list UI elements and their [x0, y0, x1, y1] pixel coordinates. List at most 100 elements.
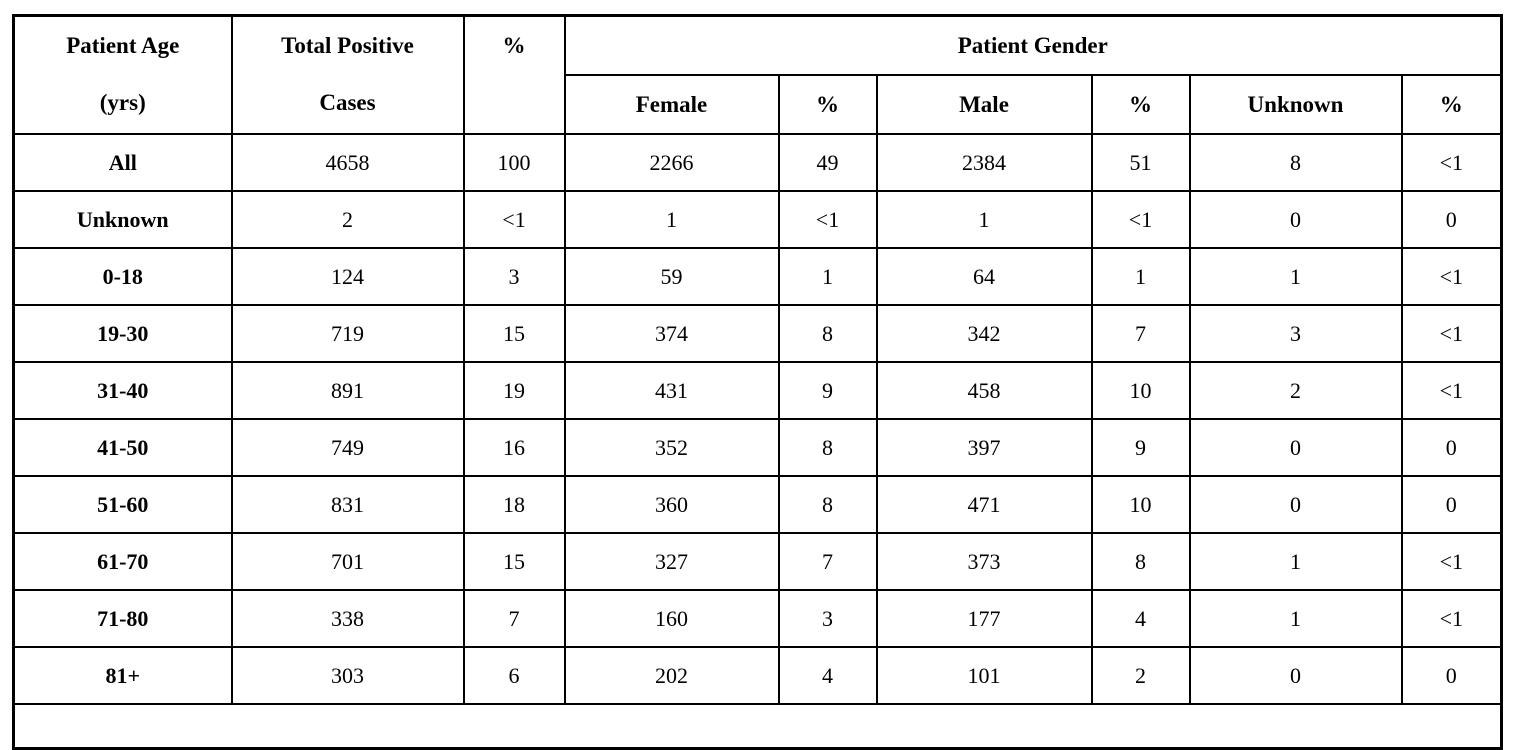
female-cell: 374: [563, 304, 780, 363]
total-cases-cell: 701: [230, 532, 465, 591]
unknown-cell: 0: [1188, 475, 1403, 534]
table-row-71-80: 71-80 338 7 160 3 177 4 1 <1: [12, 589, 1503, 648]
header-patient-gender-group: Patient Gender: [563, 14, 1503, 76]
total-percent-cell: 19: [462, 361, 566, 420]
male-cell: 458: [875, 361, 1093, 420]
total-cases-cell: 719: [230, 304, 465, 363]
unknown-cell: 2: [1188, 361, 1403, 420]
male-percent-cell: 4: [1090, 589, 1191, 648]
male-percent-cell: 8: [1090, 532, 1191, 591]
table-row-0-18: 0-18 124 3 59 1 64 1 1 <1: [12, 247, 1503, 306]
total-percent-cell: 6: [462, 646, 566, 705]
age-cell: 19-30: [12, 304, 233, 363]
female-cell: 2266: [563, 133, 780, 192]
total-cases-cell: 4658: [230, 133, 465, 192]
male-percent-cell: 1: [1090, 247, 1191, 306]
female-percent-cell: 8: [777, 304, 878, 363]
age-cell: 41-50: [12, 418, 233, 477]
header-male: Male: [875, 74, 1093, 135]
male-cell: 2384: [875, 133, 1093, 192]
table-row-51-60: 51-60 831 18 360 8 471 10 0 0: [12, 475, 1503, 534]
unknown-percent-cell: 0: [1400, 646, 1503, 705]
unknown-cell: 1: [1188, 247, 1403, 306]
male-cell: 373: [875, 532, 1093, 591]
header-total-line2: Cases: [319, 89, 376, 115]
total-percent-cell: 15: [462, 304, 566, 363]
female-cell: 1: [563, 190, 780, 249]
header-unknown-percent: %: [1400, 74, 1503, 135]
header-total-line1: Total Positive: [281, 32, 414, 58]
age-cell: 31-40: [12, 361, 233, 420]
male-cell: 1: [875, 190, 1093, 249]
male-cell: 64: [875, 247, 1093, 306]
male-percent-cell: 9: [1090, 418, 1191, 477]
header-patient-age-line2: (yrs): [99, 89, 146, 115]
table-row-unknown: Unknown 2 <1 1 <1 1 <1 0 0: [12, 190, 1503, 249]
table-row-61-70: 61-70 701 15 327 7 373 8 1 <1: [12, 532, 1503, 591]
age-cell: All: [12, 133, 233, 192]
table-row-31-40: 31-40 891 19 431 9 458 10 2 <1: [12, 361, 1503, 420]
age-cell: 81+: [12, 646, 233, 705]
age-cell: Unknown: [12, 190, 233, 249]
age-cell: 0-18: [12, 247, 233, 306]
male-percent-cell: <1: [1090, 190, 1191, 249]
total-cases-cell: 338: [230, 589, 465, 648]
header-unknown: Unknown: [1188, 74, 1403, 135]
table-row-19-30: 19-30 719 15 374 8 342 7 3 <1: [12, 304, 1503, 363]
header-row-2: Female % Male % Unknown %: [14, 74, 1503, 135]
unknown-cell: 1: [1188, 589, 1403, 648]
female-percent-cell: 8: [777, 418, 878, 477]
male-cell: 101: [875, 646, 1093, 705]
table-row-41-50: 41-50 749 16 352 8 397 9 0 0: [12, 418, 1503, 477]
unknown-cell: 1: [1188, 532, 1403, 591]
age-cell: 51-60: [12, 475, 233, 534]
header-total-positive-cases: Total Positive Cases: [230, 14, 465, 135]
unknown-cell: 0: [1188, 190, 1403, 249]
total-percent-cell: 100: [462, 133, 566, 192]
table-row-all: All 4658 100 2266 49 2384 51 8 <1: [12, 133, 1503, 192]
male-percent-cell: 7: [1090, 304, 1191, 363]
male-percent-cell: 10: [1090, 361, 1191, 420]
unknown-percent-cell: 0: [1400, 475, 1503, 534]
female-percent-cell: 1: [777, 247, 878, 306]
unknown-percent-cell: <1: [1400, 304, 1503, 363]
female-percent-cell: 3: [777, 589, 878, 648]
male-percent-cell: 2: [1090, 646, 1191, 705]
female-cell: 327: [563, 532, 780, 591]
total-cases-cell: 2: [230, 190, 465, 249]
header-total-percent: %: [462, 14, 566, 135]
male-cell: 397: [875, 418, 1093, 477]
male-cell: 342: [875, 304, 1093, 363]
unknown-percent-cell: <1: [1400, 247, 1503, 306]
header-patient-age-line1: Patient Age: [66, 32, 180, 58]
female-percent-cell: 8: [777, 475, 878, 534]
age-cell: 61-70: [12, 532, 233, 591]
female-cell: 431: [563, 361, 780, 420]
table-row-81plus: 81+ 303 6 202 4 101 2 0 0: [12, 646, 1503, 705]
total-cases-cell: 891: [230, 361, 465, 420]
unknown-cell: 8: [1188, 133, 1403, 192]
header-patient-age: Patient Age (yrs): [12, 14, 233, 135]
total-cases-cell: 749: [230, 418, 465, 477]
male-percent-cell: 51: [1090, 133, 1191, 192]
table-header: Patient Age (yrs) Total Positive Cases %…: [12, 14, 1503, 135]
male-percent-cell: 10: [1090, 475, 1191, 534]
female-cell: 360: [563, 475, 780, 534]
unknown-percent-cell: <1: [1400, 589, 1503, 648]
unknown-cell: 3: [1188, 304, 1403, 363]
total-percent-cell: <1: [462, 190, 566, 249]
total-cases-cell: 124: [230, 247, 465, 306]
unknown-percent-cell: 0: [1400, 418, 1503, 477]
female-percent-cell: <1: [777, 190, 878, 249]
female-percent-cell: 7: [777, 532, 878, 591]
header-male-percent: %: [1090, 74, 1191, 135]
total-percent-cell: 16: [462, 418, 566, 477]
total-percent-cell: 15: [462, 532, 566, 591]
header-row-1: Patient Age (yrs) Total Positive Cases %…: [12, 14, 1503, 135]
female-cell: 59: [563, 247, 780, 306]
age-cell: 71-80: [12, 589, 233, 648]
male-cell: 177: [875, 589, 1093, 648]
female-cell: 202: [563, 646, 780, 705]
unknown-percent-cell: <1: [1400, 133, 1503, 192]
table-body: All 4658 100 2266 49 2384 51 8 <1 Unknow…: [12, 133, 1503, 750]
